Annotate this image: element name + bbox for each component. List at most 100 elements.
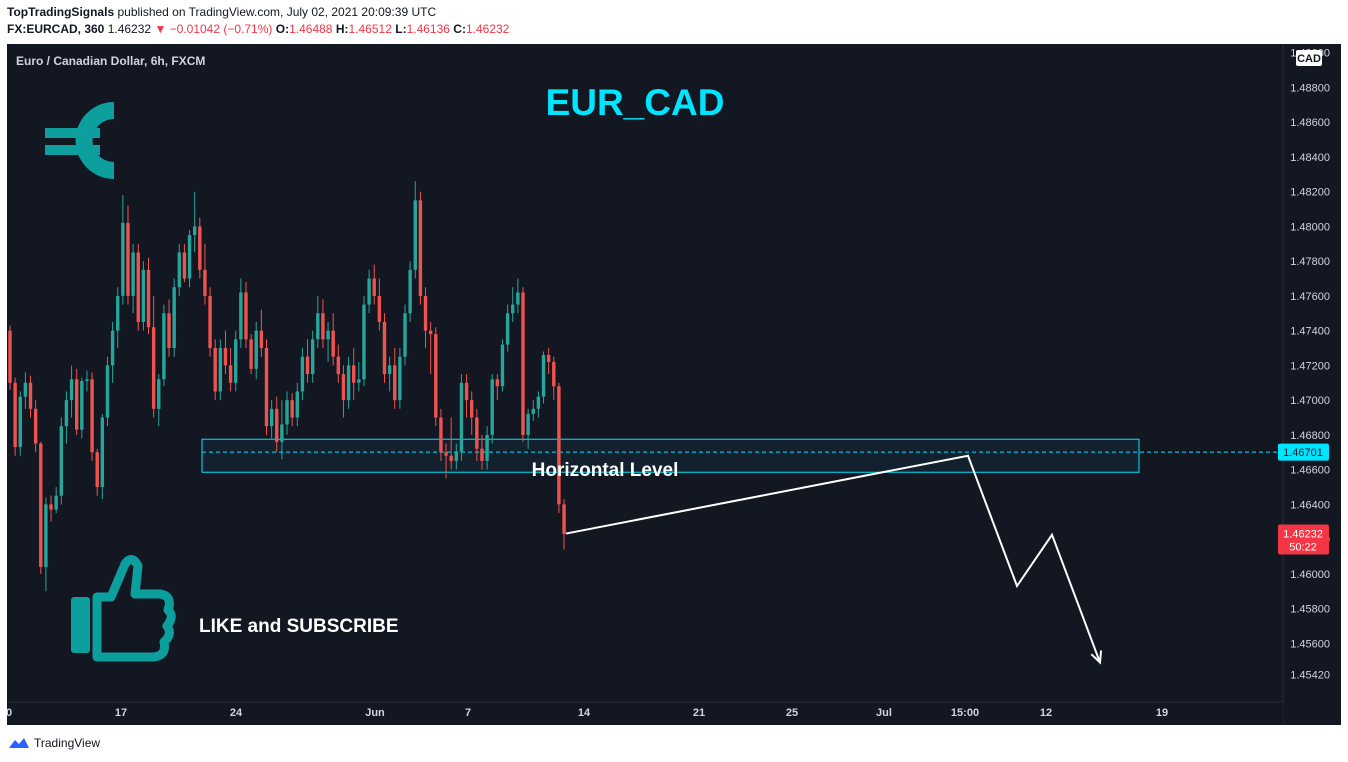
candle [59, 417, 63, 505]
candle-body [213, 348, 217, 392]
candle-body [90, 379, 94, 453]
price-tick: 1.45600 [1290, 638, 1330, 650]
candle-body [28, 382, 33, 409]
candle [470, 391, 474, 435]
candle-body [69, 379, 74, 401]
candle-body [54, 495, 58, 510]
candle [18, 391, 22, 456]
zone-label: Horizontal Level [532, 460, 679, 481]
projection-arrowhead [1090, 650, 1103, 665]
candle [203, 243, 207, 305]
candle-body [141, 269, 146, 322]
candle [100, 414, 105, 500]
candle-body [434, 334, 438, 418]
candle-body [121, 222, 125, 296]
price-tick: 1.47600 [1290, 291, 1330, 303]
price-tick: 1.48200 [1290, 187, 1330, 199]
candle-body [269, 408, 274, 427]
candle-body [295, 391, 299, 418]
price-tick: 1.48800 [1290, 82, 1330, 94]
candle [182, 243, 187, 283]
countdown-text: 50:22 [1289, 542, 1317, 554]
price-tick: 1.48000 [1290, 221, 1330, 233]
candle [259, 309, 264, 357]
candle [495, 374, 500, 401]
candle-body [285, 400, 289, 425]
candle-body [280, 424, 284, 442]
candle [90, 372, 94, 461]
candle [39, 441, 43, 574]
candle-body [367, 278, 371, 305]
price-tick: 1.47800 [1290, 256, 1330, 268]
candle-body [228, 365, 233, 383]
candle-body [444, 452, 448, 456]
candle [403, 304, 407, 366]
candle-body [59, 426, 63, 496]
candle [126, 205, 130, 305]
candle-body [239, 292, 243, 340]
candle [444, 443, 448, 479]
time-axis[interactable] [7, 702, 1283, 725]
candle [475, 408, 479, 461]
candle-body [490, 379, 494, 435]
candle [562, 499, 566, 550]
candle [536, 391, 541, 418]
euro-icon [45, 102, 114, 179]
price-tick: 1.45420 [1290, 670, 1330, 682]
candle-body [316, 313, 320, 340]
candle-body [95, 452, 99, 487]
candle-body [439, 417, 443, 453]
candle [239, 278, 243, 349]
candle [275, 396, 279, 453]
candle-body [234, 339, 238, 383]
candle-body [454, 452, 459, 461]
candle-body [546, 354, 551, 362]
candle-body [151, 327, 156, 409]
candle [485, 426, 489, 470]
candle [341, 365, 346, 418]
candle-body [413, 200, 417, 270]
candle [310, 330, 315, 383]
candle-body [326, 330, 330, 340]
candle [116, 287, 120, 349]
candle-body [223, 348, 228, 366]
candle [413, 181, 417, 279]
candle-body [485, 434, 489, 461]
candle [28, 375, 33, 418]
candle [269, 400, 274, 439]
candle-body [552, 361, 556, 387]
chart-title: Euro / Canadian Dollar, 6h, FXCM [16, 54, 205, 68]
low-value: 1.46136 [406, 22, 450, 36]
candle-body [459, 382, 464, 453]
candle [321, 299, 325, 349]
candle [434, 327, 438, 427]
candle-body [105, 365, 110, 418]
candle-body [464, 382, 469, 401]
candle [85, 370, 89, 392]
candle-body [511, 304, 515, 314]
open-value: 1.46488 [289, 22, 333, 36]
candle [316, 295, 320, 349]
last-price-label: 1.46232 50:22 [1278, 524, 1329, 555]
chart-area[interactable]: 1.490001.488001.486001.484001.482001.480… [7, 44, 1341, 725]
tradingview-logo[interactable]: TradingView [8, 736, 100, 750]
candle-body [382, 321, 387, 375]
time-tick: 7 [465, 707, 471, 719]
symbol-label: FX:EURCAD, 360 [7, 22, 105, 36]
candle-body [13, 382, 17, 448]
candle [44, 497, 48, 592]
price-axis[interactable] [1283, 44, 1341, 725]
candle [167, 299, 171, 357]
candle-body [531, 408, 535, 415]
candle [8, 325, 12, 390]
last-price-text: 1.46232 [1283, 529, 1323, 541]
candlestick-chart[interactable]: 1.490001.488001.486001.484001.482001.480… [7, 44, 1341, 725]
candle [362, 295, 366, 387]
time-tick: 14 [578, 707, 591, 719]
candle-body [521, 292, 525, 435]
price-tick: 1.45800 [1290, 604, 1330, 616]
candle-body [146, 269, 151, 328]
candle [552, 356, 556, 401]
publisher-name[interactable]: TopTradingSignals [7, 5, 115, 19]
candle-body [300, 356, 305, 392]
